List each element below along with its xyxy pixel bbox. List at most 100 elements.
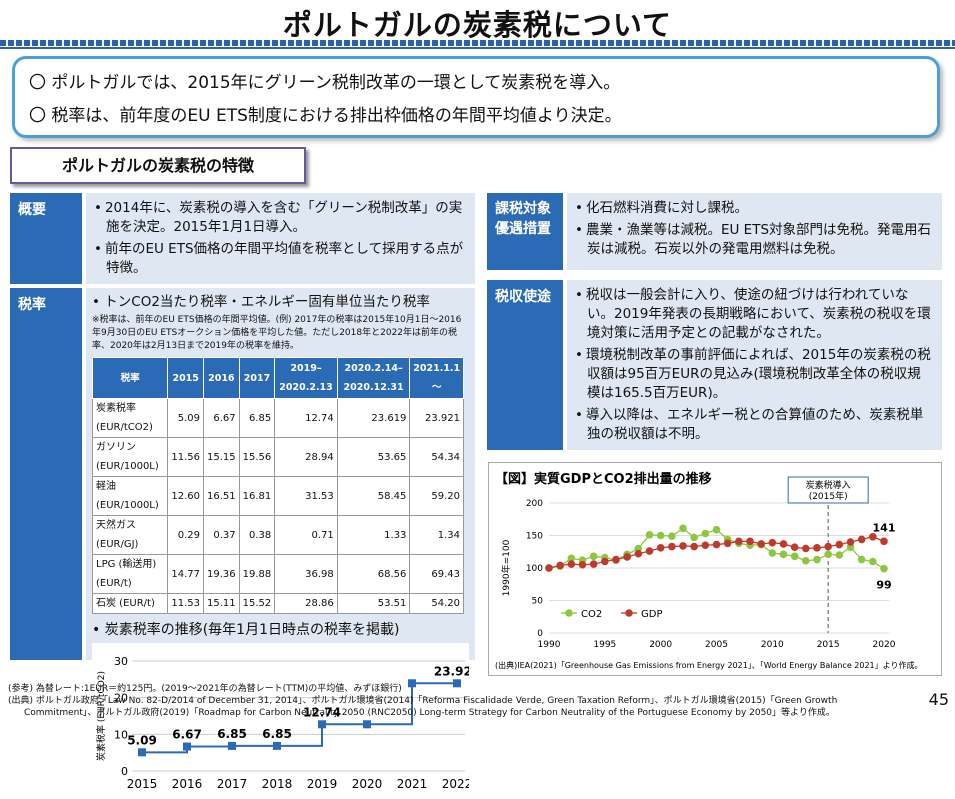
title-underline-2	[0, 47, 955, 49]
table-header-cell: 2019–2020.2.13	[274, 357, 338, 399]
gdp-point	[656, 544, 665, 552]
x-tick-label: 2022	[442, 777, 469, 791]
gdp-point	[589, 560, 598, 568]
gdp-end-label: 141	[873, 521, 896, 534]
table-row: ガソリン (EUR/1000L) 11.56 15.15 15.56 28.94 53.6…	[91, 437, 464, 477]
x-tick-label: 1990	[538, 640, 561, 650]
table-cell: 11.56	[167, 437, 204, 477]
table-cell: 23.619	[336, 398, 411, 438]
table-cell: 1.34	[409, 515, 464, 555]
revenue-box: 税収は一般会計に入り、使途の紐づけは行われていない。2019年発表の長期戦略にお…	[567, 280, 942, 450]
table-cell: 16.81	[238, 476, 276, 516]
gdp-point	[701, 541, 710, 550]
table-cell: 58.45	[336, 476, 411, 516]
table-cell: 59.20	[409, 476, 464, 516]
revenue-item: 税収は一般会計に入り、使途の紐づけは行われていない。2019年発表の長期戦略にお…	[575, 286, 934, 343]
table-cell: 23.921	[409, 398, 464, 438]
gdp-point	[712, 540, 721, 549]
y-tick-label: 30	[114, 655, 128, 668]
table-cell: 12.60	[167, 476, 204, 516]
table-cell: 28.86	[274, 593, 338, 614]
table-cell: 0.38	[238, 515, 276, 555]
annotation-text: (2015年)	[809, 490, 848, 502]
table-cell: 炭素税率 (EUR/tCO2)	[91, 398, 169, 438]
table-cell: 0.71	[274, 515, 338, 555]
co2-point	[813, 555, 821, 564]
co2-point	[846, 543, 855, 551]
table-cell: 15.52	[238, 593, 276, 614]
table-cell: 6.67	[203, 398, 240, 438]
gdp-point	[601, 557, 609, 566]
target-label: 課税対象 優遇措置	[487, 193, 563, 270]
gdp-point	[857, 535, 866, 544]
co2-point	[690, 533, 698, 542]
tax-rate-point	[273, 741, 281, 750]
gdp-point	[690, 542, 698, 551]
x-tick-label: 2019	[307, 777, 338, 791]
table-cell: 69.43	[409, 554, 464, 594]
table-row: 天然ガス (EUR/GJ) 0.29 0.37 0.38 0.71 1.33 1.34	[91, 515, 464, 555]
gdp-point	[668, 542, 676, 551]
y-tick-label: 20	[114, 692, 128, 705]
table-cell: 36.98	[274, 554, 338, 594]
rate-item: • トンCO2当たり税率・エネルギー固有単位当たり税率	[92, 294, 430, 310]
table-cell: 54.20	[409, 593, 464, 614]
co2-point	[768, 549, 777, 557]
tax-rate-point	[453, 679, 461, 688]
gdp-point	[768, 538, 777, 547]
footnote-source-cont: Commitment」、ポルトガル政府(2019)「Roadmap for Ca…	[24, 708, 835, 718]
co2-point	[634, 544, 643, 553]
table-cell: 15.15	[203, 437, 240, 477]
intro-line-2: 〇 税率は、前年度のEU ETS制度における排出枠価格の年間平均値より決定。	[29, 106, 622, 126]
table-cell: 53.65	[336, 437, 411, 477]
table-cell: 31.53	[274, 476, 338, 516]
co2-point	[802, 557, 810, 565]
gdp-point	[746, 537, 754, 546]
x-tick-label: 2020	[352, 777, 383, 791]
table-cell: 0.29	[167, 515, 204, 555]
co2-point	[880, 564, 888, 573]
x-tick-label: 2018	[262, 777, 293, 791]
x-tick-label: 2016	[172, 777, 203, 791]
co2-point	[701, 529, 710, 538]
revenue-label: 税収使途	[487, 280, 563, 450]
table-cell: 16.51	[203, 476, 240, 516]
page-number: 45	[928, 690, 949, 709]
table-cell: 1.33	[336, 515, 411, 555]
co2-point	[779, 550, 788, 559]
rate-label: 税率	[10, 288, 82, 660]
co2-point	[857, 555, 866, 564]
target-box: 化石燃料消費に対し課税。 農業・漁業等は減税。EU ETS対象部門は免税。発電用…	[567, 193, 942, 270]
table-cell: 石炭 (EUR/t)	[91, 593, 169, 614]
y-tick-label: 150	[526, 532, 543, 542]
revenue-item: 導入以降は、エネルギー税との合算値のため、炭素税単独の税収額は不明。	[575, 406, 934, 444]
gdp-point	[757, 540, 765, 548]
title-underline	[0, 40, 955, 46]
co2-point	[824, 550, 832, 559]
overview-item: 2014年に、炭素税の導入を含む「グリーン税制改革」の実施を決定。2015年1月…	[94, 199, 467, 237]
legend-label: GDP	[641, 609, 662, 620]
gdp-point	[723, 539, 732, 548]
target-item: 農業・漁業等は減税。EU ETS対象部門は免税。発電用石炭は減税。石炭以外の発電…	[575, 221, 934, 259]
gdp-point	[612, 555, 620, 564]
revenue-item: 環境税制改革の事前評価によれば、2015年の炭素税の税収額は95百万EURの見込…	[575, 346, 934, 403]
tax-rate-data-label: 23.921	[434, 664, 469, 678]
rate-table: 税率 2015 2016 2017 2019–2020.2.13 2020.2.14–20…	[91, 357, 464, 614]
table-cell: 14.77	[167, 554, 204, 594]
tax-rate-data-label: 6.67	[172, 728, 202, 742]
co2-point	[567, 554, 576, 563]
gdp-point	[578, 560, 587, 569]
gdp-point	[779, 540, 788, 548]
feature-header: ポルトガルの炭素税の特徴	[10, 147, 306, 184]
table-cell: 15.56	[238, 437, 276, 477]
tax-rate-data-label: 6.85	[262, 727, 292, 741]
y-tick-label: 10	[114, 728, 128, 741]
rate-box: • トンCO2当たり税率・エネルギー固有単位当たり税率 ※税率は、前年のEU E…	[86, 288, 480, 793]
x-tick-label: 2020	[873, 640, 896, 650]
table-header-cell: 税率	[91, 357, 169, 399]
x-tick-label: 2021	[397, 777, 428, 791]
tax-rate-point	[363, 720, 371, 729]
rate-note: ※税率は、前年のEU ETS価格の年間平均値。(例) 2017年の税率は2015…	[92, 315, 462, 351]
co2-point	[869, 557, 877, 566]
annotation-text: 炭素税導入	[806, 479, 851, 491]
